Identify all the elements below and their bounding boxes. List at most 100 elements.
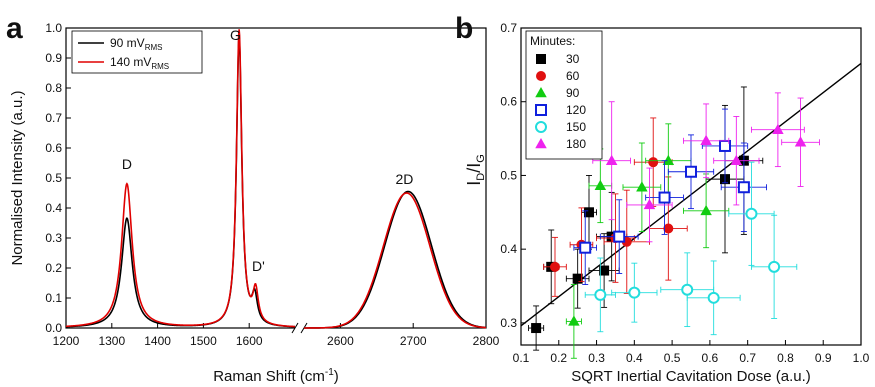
a-x-tick-label: 1500 — [190, 334, 217, 348]
a-y-tick-label: 0.0 — [45, 321, 62, 335]
a-y-tick-label: 0.4 — [45, 201, 62, 215]
b-legend-label-30: 30 — [566, 52, 580, 66]
panel-b-data-points — [528, 86, 820, 359]
b-point-90 — [594, 179, 607, 191]
a-y-tick-label: 0.6 — [45, 141, 62, 155]
b-x-tick-label: 0.7 — [739, 351, 756, 365]
b-legend-marker-60 — [536, 71, 546, 81]
b-x-tick-label: 0.4 — [626, 351, 643, 365]
b-point-60 — [648, 157, 659, 168]
b-y-tick-label: 0.5 — [500, 168, 517, 182]
b-point-30 — [599, 265, 610, 276]
panel-b-y-ticks: 0.3 0.4 0.5 0.6 0.7 — [500, 21, 526, 330]
legend-label-90: 90 mVRMS — [110, 36, 162, 52]
panel-b-x-axis-title: SQRT Inertial Cavitation Dose (a.u.) — [571, 368, 811, 385]
b-point-150 — [707, 291, 720, 304]
b-legend-marker-150 — [535, 121, 547, 133]
b-point-120 — [579, 241, 592, 254]
a-series-line-140-2d — [304, 192, 487, 329]
a-break-gap — [295, 325, 304, 331]
panel-a-x-axis-title: Raman Shift (cm-1) — [213, 367, 339, 385]
a-peak-label: D — [122, 156, 132, 172]
panel-b-scatter: b 0.30.40.50.60.7 0.1 0.2 0.3 0.4 0.5 0.6 0.7 0… — [455, 12, 870, 385]
b-legend-marker-30 — [536, 54, 546, 64]
b-series-120 — [573, 108, 768, 285]
b-x-tick-label: 1.0 — [853, 351, 870, 365]
b-x-tick-label: 0.5 — [664, 351, 681, 365]
b-point-30 — [584, 207, 594, 218]
b-point-120 — [613, 230, 626, 243]
b-point-180 — [605, 154, 618, 165]
b-legend-marker-120 — [535, 104, 547, 116]
a-series-line-90-2d — [304, 190, 487, 329]
panel-b-letter: b — [455, 12, 473, 45]
b-y-tick-label: 0.3 — [500, 316, 517, 330]
b-x-tick-label: 0.3 — [588, 351, 605, 365]
b-point-150 — [628, 286, 641, 299]
b-x-tick-label: 0.1 — [513, 351, 530, 365]
a-peak-label: G — [230, 27, 241, 43]
a-y-tick-label: 0.7 — [45, 111, 62, 125]
b-y-tick-label: 0.7 — [500, 21, 517, 35]
a-x-tick-label: 2600 — [327, 334, 354, 348]
panel-a-raman-spectrum: a 0.0 0.1 0.2 0.3 0.4 0.5 0.6 0.7 0.8 0.9 1.0 1200… — [6, 12, 500, 385]
b-series-180 — [592, 92, 820, 243]
a-y-tick-label: 0.2 — [45, 261, 62, 275]
b-point-120 — [685, 165, 697, 178]
a-series-line-90-low — [65, 35, 296, 328]
panel-a-legend: 90 mVRMS 140 mVRMS — [71, 30, 203, 74]
a-series-line-140-low — [65, 29, 296, 328]
panel-a-y-ticks: 0.0 0.1 0.2 0.3 0.4 0.5 0.6 0.7 0.8 0.9 1.0 — [45, 21, 71, 335]
panel-a-series-lines — [65, 29, 487, 329]
b-point-180 — [700, 134, 712, 146]
a-x-tick-label: 1600 — [236, 334, 263, 348]
b-point-150 — [768, 260, 781, 273]
a-break-mark — [291, 322, 299, 334]
b-point-150 — [745, 207, 758, 220]
a-y-tick-label: 1.0 — [45, 21, 62, 35]
panel-b-legend-title: Minutes: — [530, 34, 575, 48]
panel-a-letter: a — [6, 12, 23, 45]
legend-label-140: 140 mVRMS — [110, 55, 169, 71]
b-point-180 — [772, 123, 784, 134]
b-point-120 — [737, 181, 750, 194]
b-legend-label-150: 150 — [566, 120, 586, 134]
panel-a-peak-labels: D G D' 2D — [122, 27, 414, 274]
b-point-60 — [663, 223, 674, 234]
a-y-tick-label: 0.5 — [45, 171, 62, 185]
a-y-tick-label: 0.8 — [45, 81, 62, 95]
a-y-tick-label: 0.1 — [45, 291, 62, 305]
b-y-tick-label: 0.6 — [500, 95, 517, 109]
panel-a-legend-box — [71, 30, 203, 74]
a-x-tick-label: 2800 — [473, 334, 500, 348]
a-x-tick-label: 2700 — [400, 334, 427, 348]
a-y-tick-label: 0.9 — [45, 51, 62, 65]
b-point-120 — [658, 191, 671, 204]
a-x-tick-label: 1300 — [98, 334, 125, 348]
panel-a-x-ticks: 1200 1300 1400 1500 1600 2600 2700 2800 — [53, 323, 500, 348]
b-point-30 — [531, 323, 542, 334]
b-point-90 — [636, 181, 648, 192]
b-x-tick-label: 0.2 — [550, 351, 567, 365]
a-x-tick-label: 1400 — [144, 334, 171, 348]
b-point-90 — [568, 315, 580, 326]
b-point-90 — [700, 204, 712, 216]
a-peak-label: 2D — [396, 171, 414, 187]
b-point-30 — [572, 273, 583, 284]
b-point-180 — [643, 198, 656, 210]
panel-a-y-axis-title: Normalised Intensity (a.u.) — [9, 90, 26, 265]
b-legend-marker-90 — [535, 87, 547, 98]
panel-b-y-axis-title: ID/IG — [464, 154, 487, 186]
b-legend-label-60: 60 — [566, 69, 580, 83]
b-x-tick-label: 0.9 — [815, 351, 832, 365]
b-legend-label-90: 90 — [566, 86, 580, 100]
b-series-150 — [584, 161, 798, 336]
b-legend-label-120: 120 — [566, 103, 586, 117]
b-series-60 — [543, 117, 688, 297]
b-point-150 — [681, 283, 694, 296]
a-x-tick-label: 1200 — [53, 334, 80, 348]
b-point-150 — [594, 288, 607, 301]
b-point-180 — [794, 136, 807, 147]
a-y-tick-label: 0.3 — [45, 231, 62, 245]
